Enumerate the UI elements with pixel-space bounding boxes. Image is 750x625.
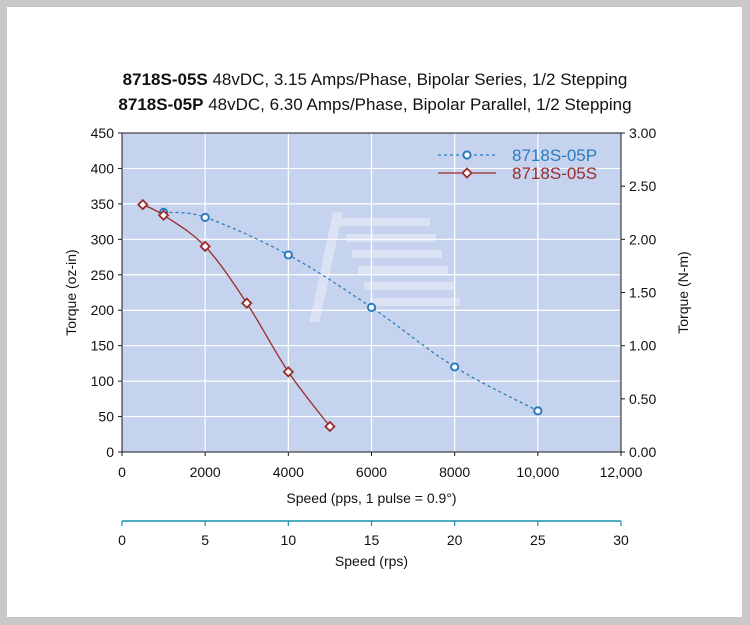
x-tick-label: 0 bbox=[118, 464, 126, 480]
watermark-bar bbox=[352, 250, 442, 258]
data-point bbox=[450, 362, 460, 372]
axes: 0 2000 4000 6000 8000 10,000 12,000 0 50 100 150 20… bbox=[91, 125, 657, 480]
watermark-bar bbox=[364, 282, 454, 290]
y-right-tick-label: 0.00 bbox=[629, 444, 656, 460]
secondary-x-axis-label: Speed (rps) bbox=[335, 553, 408, 569]
data-point bbox=[366, 302, 377, 312]
secondary-x-axis: 0 5 10 15 20 25 30 bbox=[118, 520, 629, 548]
y-right-tick-label: 1.50 bbox=[629, 285, 656, 301]
secondary-tick-label: 25 bbox=[530, 532, 546, 548]
y-left-tick-label: 150 bbox=[91, 338, 115, 354]
chart-title-line-2: 8718S-05P 48vDC, 6.30 Amps/Phase, Bipola… bbox=[118, 95, 632, 114]
y-left-tick-label: 100 bbox=[91, 373, 115, 389]
data-point bbox=[157, 209, 170, 222]
secondary-tick-label: 5 bbox=[201, 532, 209, 548]
y-right-tick-label: 2.50 bbox=[629, 178, 656, 194]
data-point bbox=[200, 212, 210, 222]
y-left-tick-label: 350 bbox=[91, 196, 115, 212]
y-left-tick-label: 450 bbox=[91, 125, 115, 141]
data-point bbox=[137, 198, 149, 211]
y-right-tick-label: 2.00 bbox=[629, 231, 656, 247]
data-point bbox=[324, 420, 336, 433]
data-series bbox=[137, 198, 543, 433]
secondary-tick-label: 30 bbox=[613, 532, 629, 548]
y-left-tick-label: 200 bbox=[91, 302, 115, 318]
x-tick-label: 4000 bbox=[273, 464, 304, 480]
x-tick-label: 6000 bbox=[356, 464, 387, 480]
y-right-tick-label: 0.50 bbox=[629, 391, 656, 407]
legend-label: 8718S-05S bbox=[512, 164, 597, 183]
x-tick-label: 10,000 bbox=[516, 464, 559, 480]
watermark-bar bbox=[340, 218, 430, 226]
chart-title-line-1: 8718S-05S 48vDC, 3.15 Amps/Phase, Bipola… bbox=[122, 70, 628, 89]
x-axis-label: Speed (pps, 1 pulse = 0.9°) bbox=[286, 490, 456, 506]
y-left-tick-label: 50 bbox=[98, 409, 114, 425]
watermark-bar bbox=[370, 298, 460, 306]
y-left-tick-label: 300 bbox=[91, 231, 115, 247]
data-point bbox=[533, 406, 543, 416]
x-tick-label: 2000 bbox=[190, 464, 221, 480]
data-point bbox=[240, 297, 253, 309]
legend-marker bbox=[462, 150, 472, 160]
y-left-tick-label: 400 bbox=[91, 160, 115, 176]
data-point bbox=[283, 250, 293, 260]
x-tick-label: 12,000 bbox=[600, 464, 643, 480]
secondary-tick-label: 0 bbox=[118, 532, 126, 548]
data-point bbox=[282, 366, 295, 378]
secondary-tick-label: 10 bbox=[281, 532, 297, 548]
y-axis-left-label: Torque (oz-in) bbox=[63, 249, 79, 335]
y-left-tick-label: 250 bbox=[91, 267, 115, 283]
y-right-tick-label: 3.00 bbox=[629, 125, 656, 141]
x-tick-label: 8000 bbox=[439, 464, 470, 480]
watermark-bar bbox=[358, 266, 448, 274]
y-right-tick-label: 1.00 bbox=[629, 338, 656, 354]
legend-marker bbox=[461, 167, 473, 179]
secondary-tick-label: 20 bbox=[447, 532, 463, 548]
data-point bbox=[199, 240, 211, 253]
secondary-tick-label: 15 bbox=[364, 532, 380, 548]
watermark-logo bbox=[309, 212, 460, 322]
grid-lines bbox=[122, 133, 621, 452]
y-left-tick-label: 0 bbox=[106, 444, 114, 460]
watermark-bar bbox=[346, 234, 436, 242]
watermark-bar bbox=[309, 212, 343, 322]
legend-label: 8718S-05P bbox=[512, 146, 597, 165]
y-axis-right-label: Torque (N-m) bbox=[675, 251, 691, 333]
